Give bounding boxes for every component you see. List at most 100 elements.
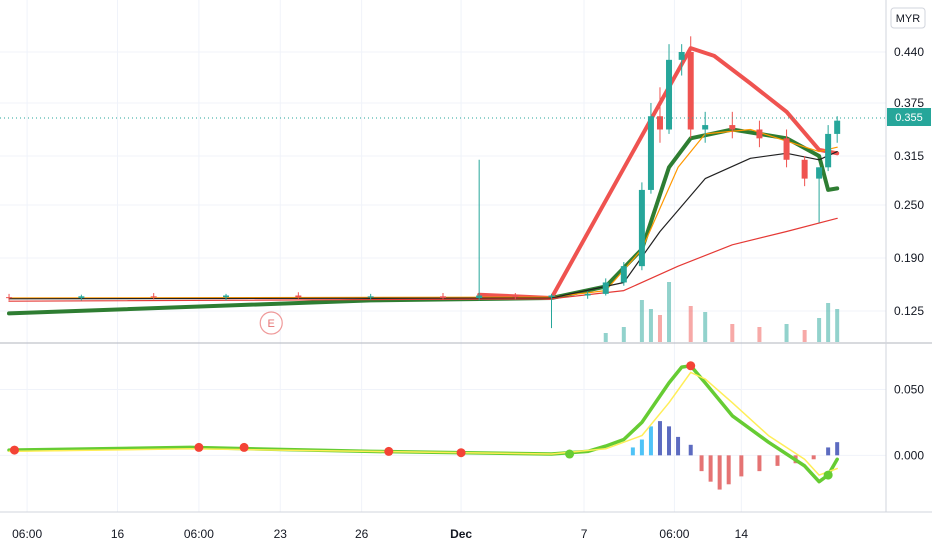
- price-tick-label: 0.375: [894, 96, 924, 110]
- oscillator-axis-ticks: 0.050 0.000: [894, 383, 924, 463]
- last-price-value: 0.355: [895, 112, 923, 124]
- candle-body: [150, 296, 157, 298]
- volume-bar: [826, 303, 831, 342]
- histogram-bar: [835, 442, 840, 456]
- candle-body: [295, 295, 302, 298]
- moving-average-line: [8, 151, 838, 300]
- volume-bar: [784, 324, 789, 342]
- oscillator-lines: [7, 364, 839, 484]
- time-tick-label: 14: [735, 527, 749, 541]
- volume-bar: [730, 324, 735, 342]
- histogram-bar: [775, 455, 780, 466]
- histogram-bar: [726, 455, 731, 485]
- crossover-dot: [686, 361, 696, 371]
- currency-label: MYR: [896, 13, 921, 25]
- time-tick-label: 06:00: [12, 527, 42, 541]
- volume-bar: [757, 327, 762, 342]
- time-tick-label: 06:00: [659, 527, 689, 541]
- volume-bar: [802, 330, 807, 342]
- candle-body: [223, 295, 230, 298]
- histogram-bar: [676, 436, 681, 456]
- time-tick-label: 06:00: [184, 527, 214, 541]
- oscillator-histogram: [630, 421, 840, 490]
- candle-body: [620, 266, 627, 283]
- moving-average-line: [477, 46, 840, 300]
- candle-body: [666, 59, 673, 130]
- candle-body: [440, 296, 446, 298]
- oscillator-line: [8, 371, 838, 476]
- histogram-bar: [717, 455, 722, 490]
- candle-body: [678, 52, 685, 60]
- price-tick-label: 0.125: [894, 304, 924, 318]
- moving-average-line: [8, 128, 838, 299]
- candle-body: [783, 138, 790, 160]
- candle-body: [816, 167, 823, 179]
- candle-body: [647, 116, 654, 190]
- time-tick-label: Dec: [450, 527, 472, 541]
- price-tick-label: 0.190: [894, 251, 924, 265]
- candle-body: [602, 282, 609, 294]
- candle-body: [512, 295, 519, 298]
- crossover-dot: [823, 470, 833, 480]
- volume-bar: [657, 315, 662, 342]
- histogram-bar: [667, 426, 672, 456]
- earnings-marker[interactable]: E: [259, 311, 283, 335]
- currency-button[interactable]: MYR: [890, 7, 926, 29]
- crossover-dot: [194, 442, 204, 452]
- time-tick-label: 26: [355, 527, 369, 541]
- volume-bar: [667, 282, 672, 342]
- histogram-bar: [699, 455, 704, 472]
- earnings-circle: [259, 311, 283, 335]
- volume-bar: [621, 327, 626, 342]
- price-tick-label: 0.440: [894, 45, 924, 59]
- moving-average-line: [7, 127, 840, 316]
- histogram-bar: [757, 455, 762, 472]
- oscillator-tick-label: 0.000: [894, 448, 924, 462]
- candle-body: [548, 295, 555, 298]
- volume-bar: [688, 306, 693, 342]
- candle-body: [702, 125, 709, 130]
- histogram-bar: [708, 455, 713, 482]
- time-tick-label: 23: [274, 527, 288, 541]
- time-tick-label: 16: [111, 527, 125, 541]
- candle-body: [825, 133, 832, 168]
- candle-body: [756, 129, 763, 139]
- oscillator-crossover-dots: [9, 361, 833, 480]
- histogram-bar: [688, 444, 693, 456]
- candle-body: [656, 116, 663, 130]
- candle-body: [476, 295, 483, 298]
- candlesticks[interactable]: [6, 36, 841, 329]
- candle-body: [367, 296, 374, 298]
- candle-body: [6, 297, 13, 299]
- time-axis: 06:00 16 06:00 23 26 Dec 7 06:00 14: [12, 527, 748, 541]
- time-tick-label: 7: [581, 527, 588, 541]
- volume-bar: [835, 309, 840, 342]
- volume-bar: [639, 300, 644, 342]
- oscillator-line: [7, 364, 839, 484]
- volume-bar: [648, 309, 653, 342]
- price-tick-label: 0.315: [894, 149, 924, 163]
- histogram-bar: [826, 447, 831, 456]
- candle-body: [801, 159, 808, 179]
- earnings-label: E: [268, 318, 275, 330]
- volume-bar: [603, 333, 608, 342]
- price-grid: [0, 0, 886, 512]
- histogram-bar: [739, 455, 744, 477]
- crossover-dot: [9, 445, 19, 455]
- crossover-dot: [456, 448, 466, 458]
- crossover-dot: [384, 446, 394, 456]
- crossover-dot: [239, 442, 249, 452]
- crossover-dot: [565, 449, 575, 459]
- last-price-badge: 0.355: [887, 108, 931, 126]
- moving-average-line: [8, 217, 838, 302]
- candle-body: [78, 296, 85, 298]
- moving-averages: [7, 46, 840, 316]
- volume-bars: [603, 282, 840, 342]
- volume-bar: [703, 312, 708, 342]
- histogram-bar: [811, 455, 816, 460]
- candle-body: [834, 120, 841, 134]
- oscillator-grid: [0, 389, 886, 456]
- volume-bar: [817, 318, 822, 342]
